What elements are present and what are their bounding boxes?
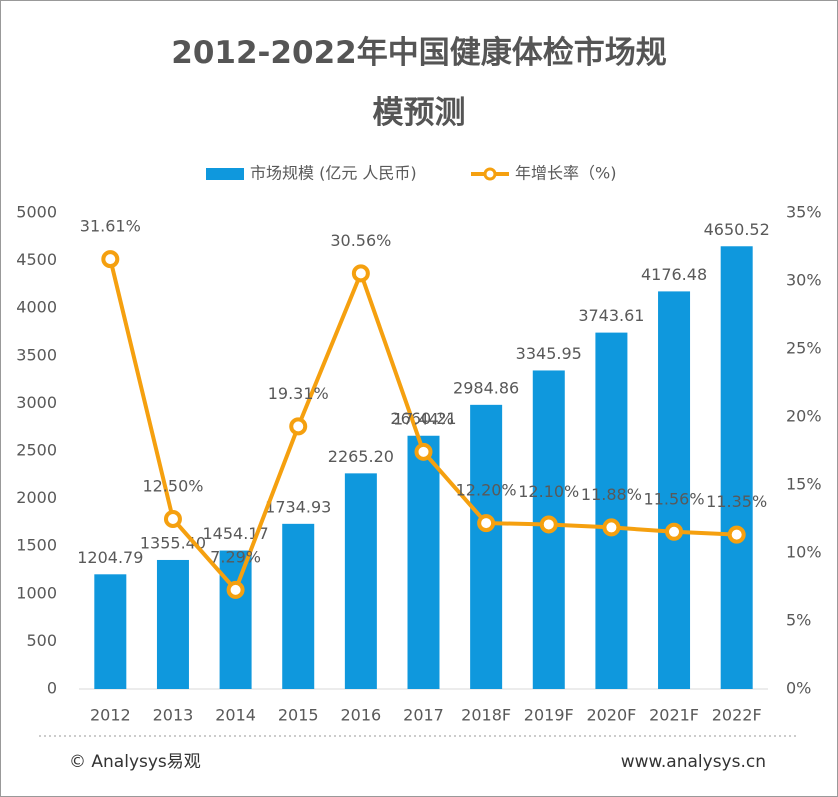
x-tick-label: 2016 <box>341 706 382 725</box>
bar-value-label: 2660.21 <box>390 409 456 428</box>
footer-left: © Analysys易观 <box>69 752 201 772</box>
line-value-label: 12.50% <box>142 477 203 496</box>
y2-tick-label: 0% <box>786 679 811 698</box>
y-tick-label: 4000 <box>16 298 57 317</box>
x-tick-label: 2019F <box>524 706 574 725</box>
y2-tick-label: 25% <box>786 339 822 358</box>
legend-swatch <box>206 168 244 180</box>
bar-value-label: 2984.86 <box>453 378 519 397</box>
line-marker <box>101 250 120 269</box>
y-tick-label: 4500 <box>16 250 57 269</box>
bar <box>282 523 315 689</box>
line-value-label: 31.61% <box>80 217 141 236</box>
y-tick-label: 1500 <box>16 536 57 555</box>
y-tick-label: 500 <box>26 631 57 650</box>
y2-tick-label: 15% <box>786 475 822 494</box>
line-value-label: 11.56% <box>644 489 705 508</box>
bar <box>470 404 503 689</box>
bar-value-label: 1204.79 <box>77 548 143 567</box>
line-marker <box>289 417 308 436</box>
line-value-label: 12.20% <box>456 481 517 500</box>
line-marker <box>727 525 746 544</box>
line-value-label: 30.56% <box>330 231 391 250</box>
line-value-label: 17.44% <box>393 409 454 428</box>
line-value-label: 11.88% <box>581 485 642 504</box>
footer-right: www.analysys.cn <box>621 752 766 772</box>
bar <box>156 559 189 689</box>
bar <box>407 435 440 689</box>
y-tick-label: 1000 <box>16 583 57 602</box>
line-value-label: 12.10% <box>518 482 579 501</box>
bar-value-label: 1454.17 <box>203 524 269 543</box>
bar <box>595 332 628 689</box>
x-tick-label: 2018F <box>461 706 511 725</box>
y-tick-label: 3500 <box>16 345 57 364</box>
bar <box>219 550 252 689</box>
y2-tick-label: 20% <box>786 407 822 426</box>
x-tick-label: 2015 <box>278 706 319 725</box>
line-value-label: 11.35% <box>706 492 767 511</box>
line-marker <box>477 514 496 533</box>
x-tick-label: 2013 <box>153 706 194 725</box>
bar <box>94 574 127 689</box>
legend-label: 年增长率（%) <box>515 164 616 183</box>
y2-tick-label: 10% <box>786 543 822 562</box>
x-tick-label: 2022F <box>712 706 762 725</box>
bar-value-label: 3743.61 <box>578 306 644 325</box>
bar-value-label: 3345.95 <box>516 344 582 363</box>
legend-label: 市场规模 (亿元 人民币) <box>250 164 417 183</box>
line-marker <box>351 264 370 283</box>
bar-value-label: 1734.93 <box>265 497 331 516</box>
bar-value-label: 4650.52 <box>704 220 770 239</box>
y2-tick-label: 30% <box>786 271 822 290</box>
y2-tick-label: 35% <box>786 203 822 222</box>
chart-title: 2012-2022年中国健康体检市场规模预测 <box>171 35 667 131</box>
line-marker <box>163 510 182 528</box>
line-marker <box>226 580 245 599</box>
bar-value-label: 2265.20 <box>328 447 394 466</box>
legend-swatch <box>483 167 497 181</box>
bar <box>658 291 691 689</box>
x-tick-label: 2012 <box>90 706 131 725</box>
y-tick-label: 2000 <box>16 488 57 507</box>
y-tick-label: 3000 <box>16 393 57 412</box>
bar <box>720 246 753 689</box>
y-tick-label: 5000 <box>16 203 57 222</box>
y-tick-label: 0 <box>47 679 57 698</box>
y-tick-label: 2500 <box>16 441 57 460</box>
line-value-label: 19.31% <box>268 384 329 403</box>
x-tick-label: 2017 <box>403 706 444 725</box>
line-marker <box>665 522 684 541</box>
line-marker <box>414 442 433 461</box>
line-value-label: 7.29% <box>210 547 261 566</box>
line-marker <box>539 515 558 534</box>
x-tick-label: 2021F <box>649 706 699 725</box>
line-marker <box>602 518 621 537</box>
x-tick-label: 2020F <box>586 706 636 725</box>
bar-value-label: 4176.48 <box>641 265 707 284</box>
y2-tick-label: 5% <box>786 611 811 630</box>
x-tick-label: 2014 <box>215 706 256 725</box>
bar <box>344 473 377 689</box>
